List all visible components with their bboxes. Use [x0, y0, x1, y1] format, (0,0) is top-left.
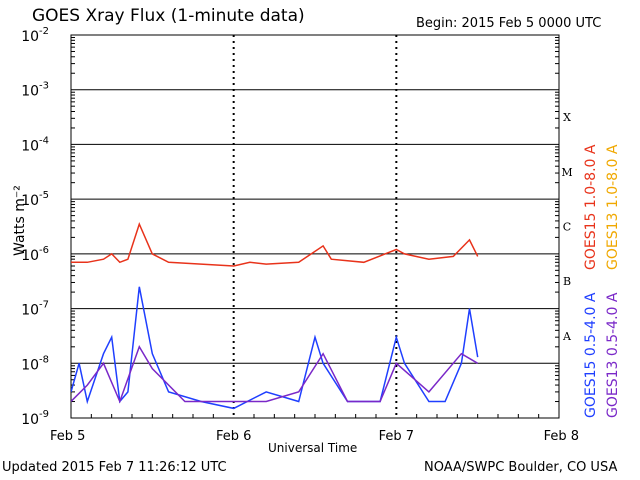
x-tick-label: Feb 7 — [379, 429, 414, 444]
chart-title: GOES Xray Flux (1-minute data) — [32, 6, 305, 26]
series-goes13-0-5-4-0-a — [71, 345, 479, 404]
legend-goes13-long: GOES13 1.0-8.0 A — [605, 144, 621, 270]
y-tick-label: 10-7 — [21, 300, 49, 319]
x-axis-label: Universal Time — [268, 441, 358, 455]
flare-class-label: B — [563, 275, 571, 288]
y-tick-label: 10-5 — [21, 190, 49, 209]
flare-class-label: C — [563, 221, 571, 234]
legend-goes15-short: GOES15 0.5-4.0 A — [583, 292, 599, 418]
legend-goes13-short: GOES13 0.5-4.0 A — [605, 292, 621, 418]
flare-class-label: A — [562, 330, 572, 343]
y-tick-label: 10-4 — [21, 135, 49, 154]
x-tick-label: Feb 6 — [216, 429, 251, 444]
legend-goes15-long: GOES15 1.0-8.0 A — [583, 144, 599, 270]
series-goes15-0-5-4-0-a — [71, 286, 479, 410]
plot-frame — [70, 34, 560, 419]
y-tick-label: 10-9 — [21, 409, 49, 428]
y-tick-label: 10-2 — [21, 26, 49, 45]
x-tick-label: Feb 8 — [544, 429, 579, 444]
flare-class-label: M — [561, 166, 572, 179]
y-tick-label: 10-3 — [21, 81, 49, 100]
begin-timestamp: Begin: 2015 Feb 5 0000 UTC — [416, 16, 602, 31]
series-goes15-1-0-8-0-a — [71, 221, 479, 267]
x-tick-label: Feb 5 — [50, 429, 85, 444]
credit-label: NOAA/SWPC Boulder, CO USA — [424, 460, 618, 475]
flare-class-label: X — [563, 111, 571, 124]
y-tick-label: 10-6 — [21, 245, 49, 264]
y-tick-label: 10-8 — [21, 354, 49, 373]
updated-timestamp: Updated 2015 Feb 7 11:26:12 UTC — [2, 460, 227, 475]
